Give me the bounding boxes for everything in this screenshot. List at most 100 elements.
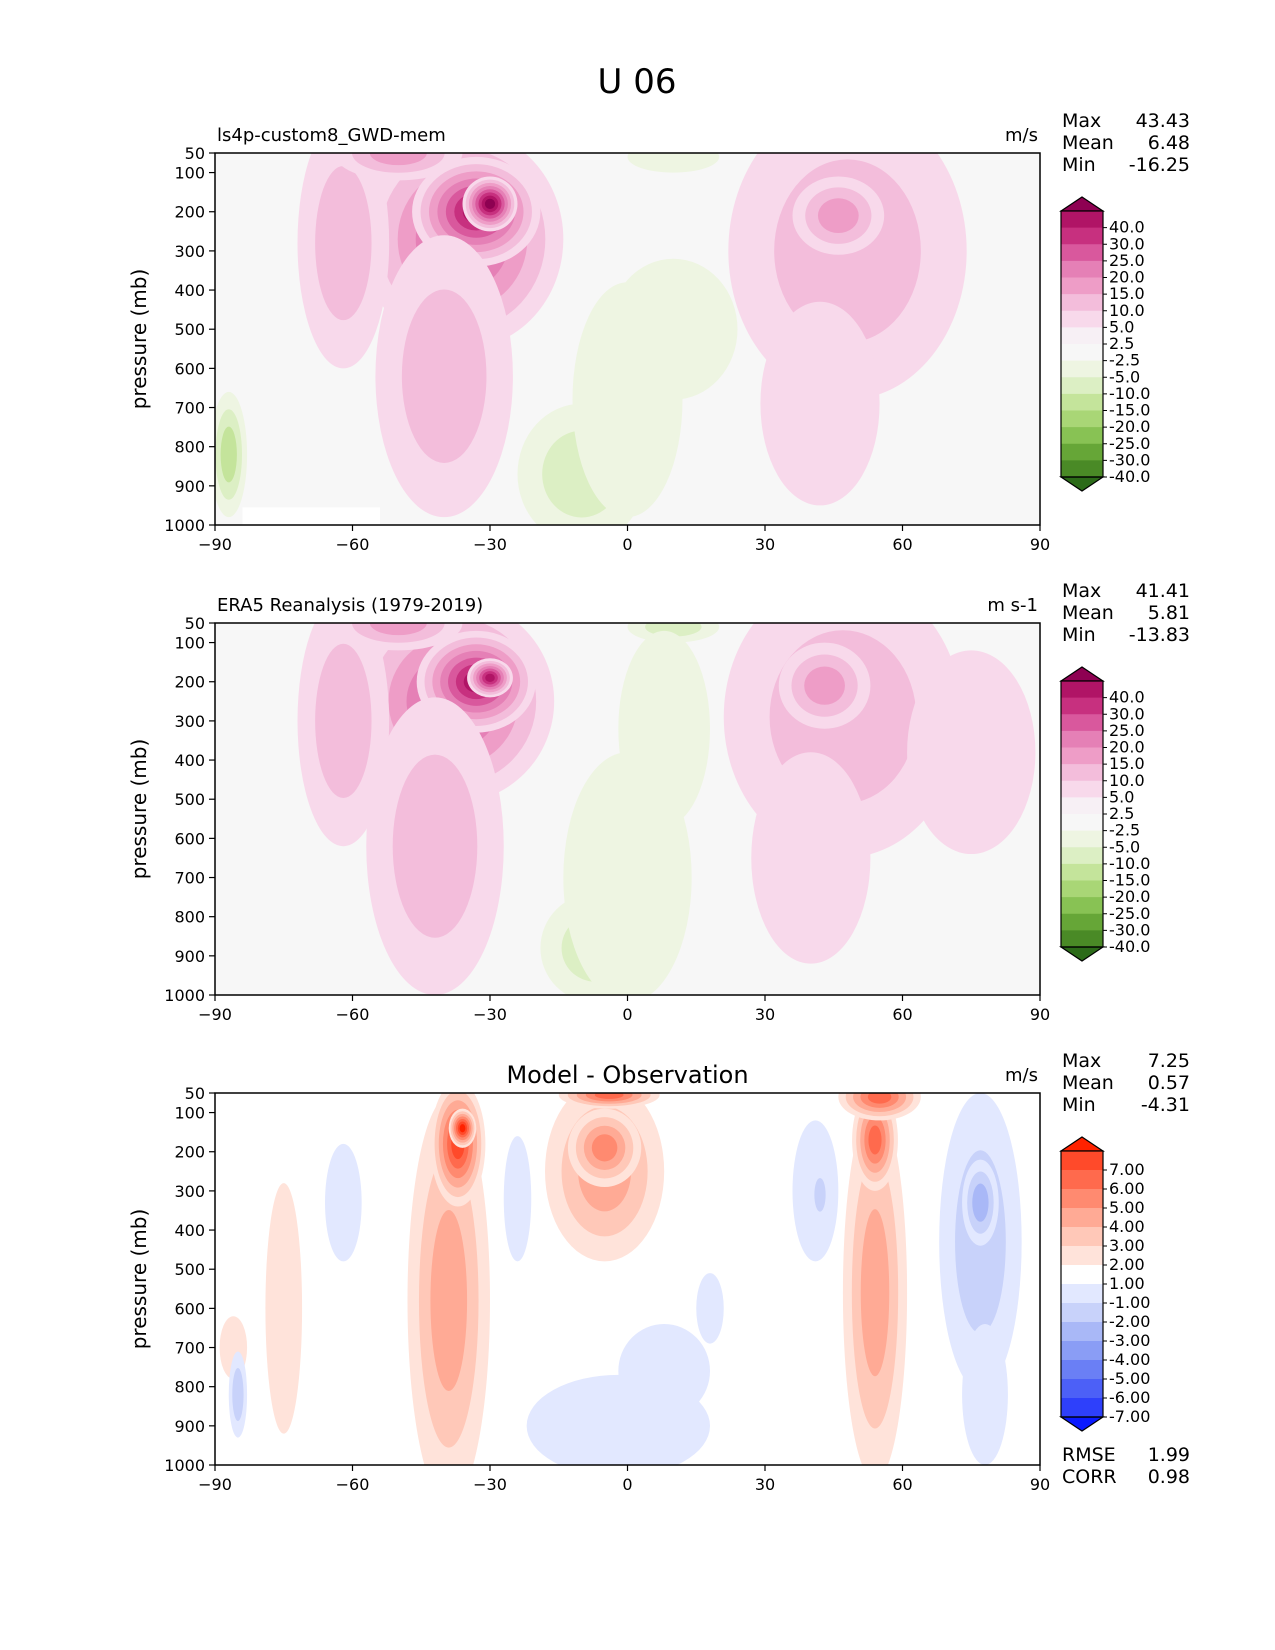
stat-label: CORR: [1062, 1466, 1117, 1488]
contour-band: [572, 282, 683, 518]
contour-band: [760, 301, 880, 506]
y-tick-label: 1000: [164, 516, 205, 535]
contour-band: [325, 1143, 362, 1262]
colorbar-tick-label: 30.0: [1109, 234, 1145, 253]
panel-title: Model - Observation: [506, 1061, 748, 1089]
y-tick-label: 500: [174, 1260, 205, 1279]
colorbar-tick-label: -7.00: [1109, 1407, 1150, 1426]
colorbar-tick-label: 20.0: [1109, 738, 1145, 757]
y-axis-label: pressure (mb): [127, 1209, 151, 1350]
x-tick-label: 30: [755, 535, 775, 554]
x-tick-label: 30: [755, 1005, 775, 1024]
x-tick-label: −30: [473, 1475, 507, 1494]
x-tick-label: 60: [892, 1005, 912, 1024]
colorbar-band: [1061, 714, 1103, 732]
colorbar-tick-label: 3.00: [1109, 1236, 1145, 1255]
stat-value: 41.41: [1136, 580, 1190, 602]
colorbar-tick-label: -5.0: [1109, 837, 1140, 856]
y-tick-label: 700: [174, 1339, 205, 1358]
colorbar-tick-label: 2.5: [1109, 334, 1134, 353]
contour-band: [484, 198, 496, 210]
stat-value: -4.31: [1141, 1094, 1190, 1116]
y-tick-label: 400: [174, 751, 205, 770]
x-tick-label: 0: [622, 1005, 632, 1024]
colorbar-band: [1061, 344, 1103, 362]
colorbar-band: [1061, 681, 1103, 699]
contour-band: [430, 1210, 468, 1392]
x-tick-label: −90: [198, 1475, 232, 1494]
colorbar-band: [1061, 863, 1103, 881]
y-tick-label: 900: [174, 1417, 205, 1436]
colorbar-band: [1061, 1360, 1103, 1380]
colorbar-extend-bottom: [1059, 1416, 1105, 1432]
colorbar-band: [1061, 294, 1103, 312]
colorbar-extend-top: [1059, 1136, 1105, 1152]
y-tick-label: 900: [174, 477, 205, 496]
colorbar-band: [1061, 460, 1103, 478]
y-tick-label: 100: [174, 634, 205, 653]
y-tick-label: 400: [174, 1221, 205, 1240]
colorbar-tick-label: 4.00: [1109, 1217, 1145, 1236]
stat-value: 7.25: [1148, 1050, 1190, 1072]
colorbar-band: [1061, 244, 1103, 262]
x-tick-label: −90: [198, 1005, 232, 1024]
colorbar-tick-label: -40.0: [1109, 937, 1150, 956]
colorbar-band: [1061, 1398, 1103, 1418]
y-tick-label: 50: [185, 1084, 205, 1103]
colorbar: 40.030.025.020.015.010.05.02.5-2.5-5.0-1…: [1059, 196, 1150, 492]
stat-label: Max: [1062, 580, 1101, 602]
y-tick-label: 300: [174, 712, 205, 731]
contour-band: [265, 1183, 303, 1434]
stat-label: Max: [1062, 1050, 1101, 1072]
x-tick-label: 0: [622, 535, 632, 554]
contour-band: [315, 165, 372, 321]
stat-value: -16.25: [1129, 154, 1190, 176]
contour-band: [618, 1324, 711, 1419]
contour-band: [369, 623, 427, 636]
contour-band: [401, 289, 487, 463]
x-tick-label: −60: [336, 535, 370, 554]
contour-band: [867, 1093, 892, 1104]
colorbar-tick-label: 40.0: [1109, 218, 1145, 237]
colorbar-extend-bottom: [1059, 946, 1105, 962]
stat-value: -13.83: [1129, 624, 1190, 646]
colorbar-band: [1061, 730, 1103, 748]
colorbar-band: [1061, 327, 1103, 345]
y-tick-label: 50: [185, 144, 205, 163]
colorbar-tick-label: 6.00: [1109, 1179, 1145, 1198]
colorbar-tick-label: 5.0: [1109, 317, 1134, 336]
colorbar-tick-label: -5.00: [1109, 1369, 1150, 1388]
colorbar-tick-label: 1.00: [1109, 1274, 1145, 1293]
x-tick-label: 60: [892, 535, 912, 554]
y-tick-label: 1000: [164, 986, 205, 1005]
stat-value: 1.99: [1148, 1444, 1190, 1466]
colorbar-band: [1061, 427, 1103, 445]
colorbar-tick-label: -1.00: [1109, 1293, 1150, 1312]
y-tick-label: 400: [174, 281, 205, 300]
contour-band: [696, 1273, 724, 1344]
contour-band: [860, 1209, 890, 1377]
contour-band: [594, 1093, 624, 1099]
contour-band: [232, 1368, 244, 1422]
colorbar-tick-label: -10.0: [1109, 384, 1150, 403]
contour-field: [297, 623, 1036, 995]
colorbar-band: [1061, 897, 1103, 915]
colorbar-tick-label: -15.0: [1109, 401, 1150, 420]
y-tick-label: 800: [174, 908, 205, 927]
y-tick-label: 500: [174, 790, 205, 809]
x-tick-label: 60: [892, 1475, 912, 1494]
colorbar-tick-label: -5.0: [1109, 367, 1140, 386]
colorbar: 7.006.005.004.003.002.001.00-1.00-2.00-3…: [1059, 1136, 1150, 1432]
contour-band: [627, 153, 720, 173]
colorbar-tick-label: 25.0: [1109, 721, 1145, 740]
colorbar-band: [1061, 410, 1103, 428]
colorbar-tick-label: 2.5: [1109, 804, 1134, 823]
contour-band: [392, 754, 478, 938]
panel-title: ERA5 Reanalysis (1979-2019): [217, 595, 483, 616]
colorbar-tick-label: -20.0: [1109, 417, 1150, 436]
colorbar-tick-label: -2.5: [1109, 351, 1140, 370]
colorbar-band: [1061, 1284, 1103, 1304]
colorbar-tick-label: 5.00: [1109, 1198, 1145, 1217]
